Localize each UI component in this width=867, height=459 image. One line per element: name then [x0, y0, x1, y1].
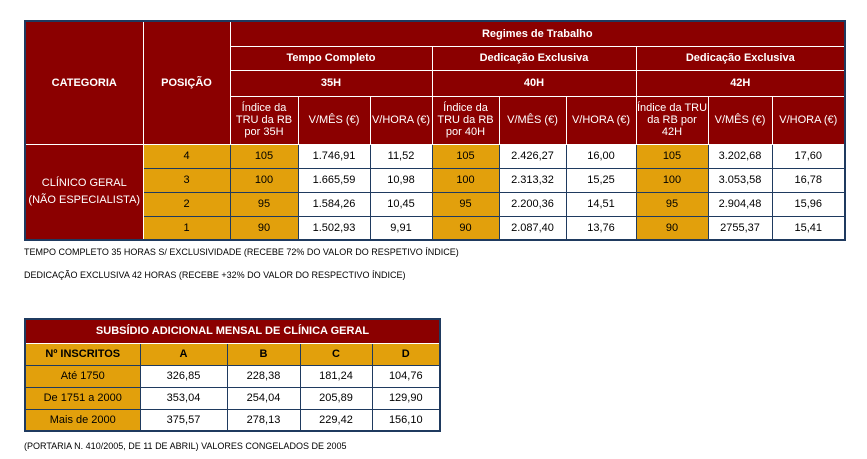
- value-cell: 15,41: [771, 215, 846, 241]
- indice-column-header: Índice da TRU da RB por 40H: [431, 95, 500, 145]
- category-name: CLÍNICO GERAL: [41, 176, 127, 189]
- subsidy-value: 156,10: [371, 408, 441, 432]
- value-cell: 14,51: [565, 191, 637, 217]
- index-cell: 95: [431, 191, 500, 217]
- subsidy-value: 278,13: [226, 408, 301, 432]
- value-cell: 16,78: [771, 167, 846, 193]
- value-cell: 16,00: [565, 143, 637, 169]
- indice-column-header: Índice da TRU da RB por 35H: [229, 95, 299, 145]
- index-cell: 105: [431, 143, 500, 169]
- table-row: De 1751 a 2000 353,04 254,04 205,89 129,…: [24, 386, 441, 410]
- index-cell: 95: [229, 191, 299, 217]
- categoria-header: CATEGORIA: [24, 20, 144, 145]
- subsidy-table: SUBSÍDIO ADICIONAL MENSAL DE CLÍNICA GER…: [24, 318, 442, 432]
- value-cell: 17,60: [771, 143, 846, 169]
- subsidy-value: 229,42: [299, 408, 373, 432]
- value-cell: 1.746,91: [297, 143, 371, 169]
- subsidy-value: 181,24: [299, 364, 373, 388]
- vmes-column-header: V/MÊS (€): [297, 95, 371, 145]
- posicao-header: POSIÇÃO: [142, 20, 231, 145]
- regime-hours-header: 40H: [431, 69, 637, 97]
- value-cell: 1.502,93: [297, 215, 371, 241]
- subsidy-value: 254,04: [226, 386, 301, 410]
- value-cell: 3.053,58: [707, 167, 773, 193]
- table-row: 3 100 1.665,59 10,98 100 2.313,32 15,25 …: [25, 167, 846, 193]
- value-cell: 11,52: [369, 143, 433, 169]
- value-cell: 15,25: [565, 167, 637, 193]
- subsidy-value: 375,57: [139, 408, 228, 432]
- table-row: 1 90 1.502,93 9,91 90 2.087,40 13,76 90 …: [25, 215, 846, 241]
- regime-name-header: Tempo Completo: [229, 45, 433, 71]
- value-cell: 3.202,68: [707, 143, 773, 169]
- table-row: Mais de 2000 375,57 278,13 229,42 156,10: [24, 408, 441, 432]
- vmes-column-header: V/MÊS (€): [498, 95, 567, 145]
- value-cell: 2.200,36: [498, 191, 567, 217]
- regimes-header: Regimes de Trabalho: [229, 20, 846, 47]
- position-cell: 3: [142, 167, 231, 193]
- value-cell: 13,76: [565, 215, 637, 241]
- value-cell: 15,96: [771, 191, 846, 217]
- vhora-column-header: V/HORA (€): [369, 95, 433, 145]
- subsidy-header-b: B: [226, 342, 301, 366]
- value-cell: 1.584,26: [297, 191, 371, 217]
- index-cell: 95: [635, 191, 709, 217]
- index-cell: 90: [229, 215, 299, 241]
- subsidy-header-inscritos: Nº INSCRITOS: [24, 342, 141, 366]
- position-cell: 4: [142, 143, 231, 169]
- index-cell: 90: [431, 215, 500, 241]
- subsidy-value: 104,76: [371, 364, 441, 388]
- value-cell: 2.087,40: [498, 215, 567, 241]
- subsidy-header-a: A: [139, 342, 228, 366]
- vmes-column-header: V/MÊS (€): [707, 95, 773, 145]
- index-cell: 105: [229, 143, 299, 169]
- value-cell: 2755,37: [707, 215, 773, 241]
- subsidy-header-d: D: [371, 342, 441, 366]
- subsidy-value: 129,90: [371, 386, 441, 410]
- inscritos-range: Mais de 2000: [24, 408, 141, 432]
- regime-hours-header: 35H: [229, 69, 433, 97]
- table-row: CLÍNICO GERAL (NÃO ESPECIALISTA) 4 105 1…: [24, 143, 846, 241]
- inscritos-range: Até 1750: [24, 364, 141, 388]
- regime-hours-header: 42H: [635, 69, 846, 97]
- index-cell: 100: [229, 167, 299, 193]
- subsidy-value: 326,85: [139, 364, 228, 388]
- inscritos-range: De 1751 a 2000: [24, 386, 141, 410]
- value-cell: 10,98: [369, 167, 433, 193]
- value-cell: 2.313,32: [498, 167, 567, 193]
- subsidy-value: 353,04: [139, 386, 228, 410]
- remuneration-table: CATEGORIA POSIÇÃO Regimes de Trabalho Te…: [24, 20, 847, 241]
- subsidy-header-c: C: [299, 342, 373, 366]
- value-cell: 2.904,48: [707, 191, 773, 217]
- position-cell: 2: [142, 191, 231, 217]
- table-row: 2 95 1.584,26 10,45 95 2.200,36 14,51 95…: [25, 191, 846, 217]
- vhora-column-header: V/HORA (€): [771, 95, 846, 145]
- index-cell: 100: [431, 167, 500, 193]
- subsidy-value: 205,89: [299, 386, 373, 410]
- index-cell: 90: [635, 215, 709, 241]
- footnote-portaria: (PORTARIA N. 410/2005, DE 11 DE ABRIL) V…: [24, 441, 347, 451]
- subsidy-value: 228,38: [226, 364, 301, 388]
- value-cell: 10,45: [369, 191, 433, 217]
- indice-column-header: Índice da TRU da RB por 42H: [635, 95, 709, 145]
- value-cell: 9,91: [369, 215, 433, 241]
- index-cell: 105: [635, 143, 709, 169]
- category-cell: CLÍNICO GERAL (NÃO ESPECIALISTA): [24, 143, 144, 241]
- position-cell: 1: [142, 215, 231, 241]
- regime-name-header: Dedicação Exclusiva: [431, 45, 637, 71]
- category-qualifier: (NÃO ESPECIALISTA): [28, 193, 141, 206]
- regime-name-header: Dedicação Exclusiva: [635, 45, 846, 71]
- footnote-dedicacao-exclusiva: DEDICAÇÃO EXCLUSIVA 42 HORAS (RECEBE +32…: [24, 270, 406, 280]
- subsidy-title: SUBSÍDIO ADICIONAL MENSAL DE CLÍNICA GER…: [24, 318, 441, 344]
- vhora-column-header: V/HORA (€): [565, 95, 637, 145]
- value-cell: 1.665,59: [297, 167, 371, 193]
- footnote-tempo-completo: TEMPO COMPLETO 35 HORAS S/ EXCLUSIVIDADE…: [24, 247, 459, 257]
- table-row: Até 1750 326,85 228,38 181,24 104,76: [24, 364, 441, 388]
- value-cell: 2.426,27: [498, 143, 567, 169]
- index-cell: 100: [635, 167, 709, 193]
